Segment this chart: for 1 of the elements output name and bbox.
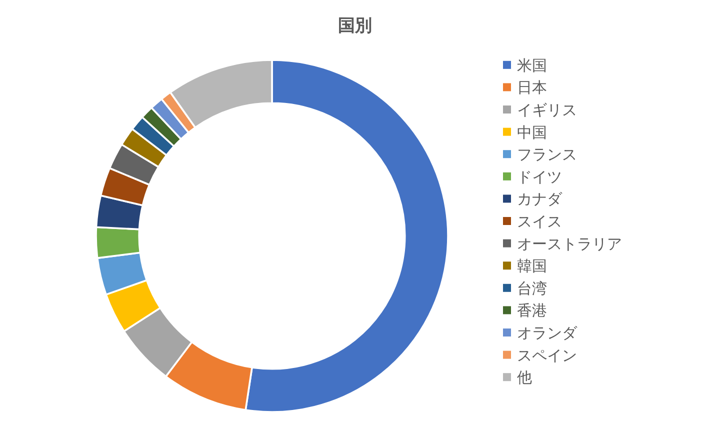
- title: 国別: [338, 16, 372, 35]
